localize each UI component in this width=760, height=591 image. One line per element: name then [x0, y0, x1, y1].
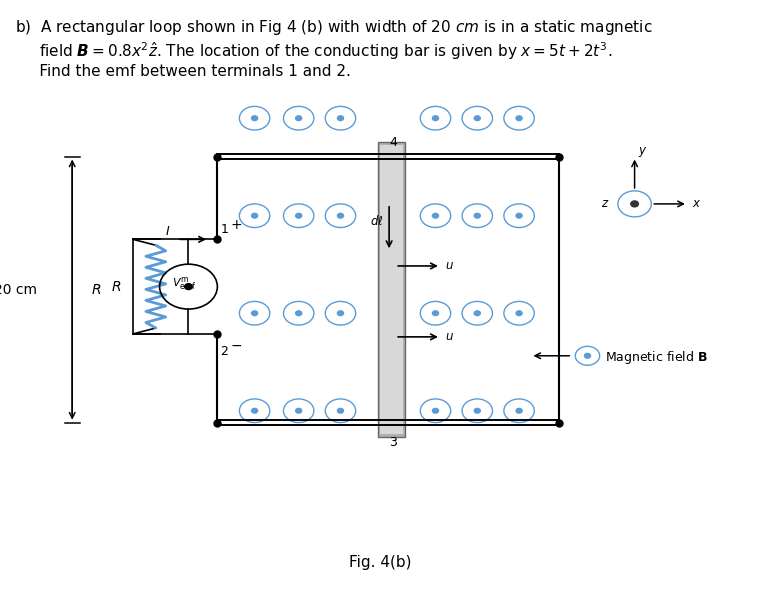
Circle shape — [516, 116, 522, 121]
Circle shape — [432, 116, 439, 121]
Text: $R$: $R$ — [111, 280, 122, 294]
Circle shape — [185, 284, 192, 290]
Text: $d\ell$: $d\ell$ — [370, 213, 384, 228]
Circle shape — [296, 311, 302, 316]
Circle shape — [296, 116, 302, 121]
Text: $z$: $z$ — [601, 197, 610, 210]
Circle shape — [516, 213, 522, 218]
Circle shape — [631, 201, 638, 207]
Circle shape — [252, 311, 258, 316]
Circle shape — [252, 213, 258, 218]
Circle shape — [337, 311, 344, 316]
Circle shape — [296, 213, 302, 218]
Circle shape — [252, 408, 258, 413]
Circle shape — [474, 311, 480, 316]
Text: $u$: $u$ — [445, 259, 454, 272]
Text: Fig. 4(b): Fig. 4(b) — [349, 556, 411, 570]
Text: 3: 3 — [389, 436, 397, 449]
Text: $-$: $-$ — [230, 337, 242, 352]
Text: 2: 2 — [220, 345, 228, 358]
Text: +: + — [230, 217, 242, 232]
Bar — [378, 142, 405, 437]
Text: $y$: $y$ — [638, 145, 648, 158]
Text: $R$: $R$ — [91, 282, 102, 297]
Circle shape — [337, 116, 344, 121]
Circle shape — [432, 408, 439, 413]
Circle shape — [474, 408, 480, 413]
Text: 1: 1 — [220, 223, 228, 236]
Circle shape — [252, 116, 258, 121]
Circle shape — [584, 353, 591, 358]
Bar — [380, 145, 403, 434]
Text: $u$: $u$ — [445, 330, 454, 343]
Circle shape — [474, 213, 480, 218]
Text: b)  A rectangular loop shown in Fig 4 (b) with width of 20 $\mathit{cm}$ is in a: b) A rectangular loop shown in Fig 4 (b)… — [15, 18, 653, 79]
Text: Magnetic field $\mathbf{B}$: Magnetic field $\mathbf{B}$ — [605, 349, 708, 365]
Text: 20 cm: 20 cm — [0, 282, 36, 297]
Text: 4: 4 — [389, 136, 397, 149]
Circle shape — [432, 311, 439, 316]
Text: $V^{\rm m}_{\rm emf}$: $V^{\rm m}_{\rm emf}$ — [173, 275, 197, 292]
Circle shape — [516, 408, 522, 413]
Circle shape — [337, 213, 344, 218]
Circle shape — [516, 311, 522, 316]
Circle shape — [337, 408, 344, 413]
Circle shape — [474, 116, 480, 121]
Circle shape — [432, 213, 439, 218]
Text: $x$: $x$ — [692, 197, 701, 210]
Circle shape — [296, 408, 302, 413]
Text: $I$: $I$ — [165, 225, 170, 238]
